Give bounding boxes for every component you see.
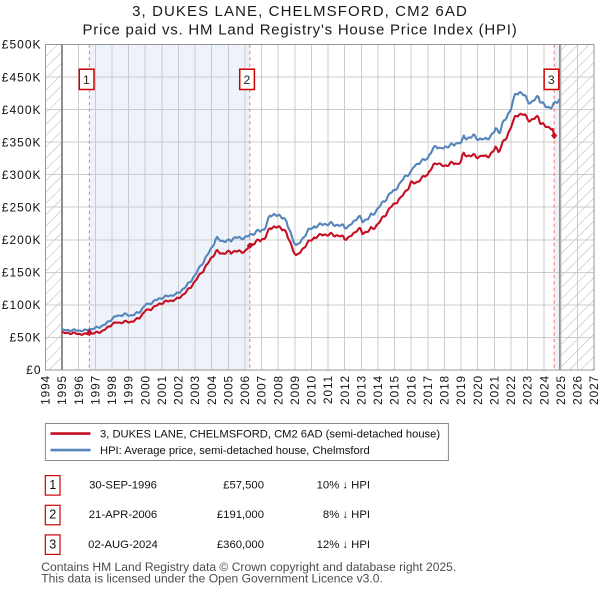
svg-text:2020: 2020: [471, 375, 485, 405]
svg-text:2014: 2014: [371, 375, 385, 405]
svg-text:3, DUKES LANE, CHELMSFORD, CM2: 3, DUKES LANE, CHELMSFORD, CM2 6AD: [132, 3, 468, 20]
svg-text:2018: 2018: [438, 375, 452, 405]
svg-text:£300K: £300K: [2, 168, 42, 182]
svg-text:1994: 1994: [39, 375, 53, 405]
svg-text:2001: 2001: [155, 375, 169, 405]
svg-text:HPI: Average price, semi-detac: HPI: Average price, semi-detached house,…: [100, 445, 370, 457]
svg-text:2007: 2007: [255, 375, 269, 405]
svg-text:Price paid vs. HM Land Registr: Price paid vs. HM Land Registry's House …: [83, 22, 518, 39]
svg-text:£400K: £400K: [2, 103, 42, 117]
svg-text:2004: 2004: [205, 375, 219, 405]
svg-text:2013: 2013: [355, 375, 369, 405]
svg-text:2027: 2027: [587, 375, 600, 405]
svg-text:2015: 2015: [388, 375, 402, 405]
svg-text:2019: 2019: [454, 375, 468, 405]
svg-text:2009: 2009: [288, 375, 302, 405]
svg-text:£150K: £150K: [2, 266, 42, 280]
svg-text:£500K: £500K: [2, 38, 42, 52]
svg-text:2022: 2022: [504, 375, 518, 405]
svg-text:£57,500: £57,500: [223, 480, 264, 492]
svg-text:2: 2: [49, 508, 56, 522]
svg-text:2005: 2005: [222, 375, 236, 405]
svg-text:£191,000: £191,000: [217, 509, 264, 521]
svg-text:2025: 2025: [554, 375, 568, 405]
svg-text:2000: 2000: [138, 375, 152, 405]
svg-text:£250K: £250K: [2, 200, 42, 214]
svg-text:£0: £0: [26, 363, 41, 377]
svg-text:2008: 2008: [271, 375, 285, 405]
svg-text:3, DUKES LANE, CHELMSFORD, CM2: 3, DUKES LANE, CHELMSFORD, CM2 6AD (semi…: [100, 429, 440, 441]
svg-text:£50K: £50K: [9, 331, 41, 345]
svg-text:1: 1: [49, 478, 56, 492]
svg-text:£100K: £100K: [2, 298, 42, 312]
svg-text:2021: 2021: [488, 375, 502, 405]
svg-text:2002: 2002: [172, 375, 186, 405]
svg-text:3: 3: [548, 73, 555, 87]
svg-text:2006: 2006: [238, 375, 252, 405]
svg-text:10% ↓ HPI: 10% ↓ HPI: [317, 480, 370, 492]
svg-text:£350K: £350K: [2, 135, 42, 149]
svg-text:1998: 1998: [105, 375, 119, 405]
svg-text:£360,000: £360,000: [217, 539, 264, 551]
svg-text:1996: 1996: [72, 375, 86, 405]
svg-text:1999: 1999: [122, 375, 136, 405]
svg-text:3: 3: [49, 537, 56, 551]
svg-text:Contains HM Land Registry data: Contains HM Land Registry data © Crown c…: [41, 560, 456, 574]
svg-text:2023: 2023: [521, 375, 535, 405]
svg-text:2: 2: [243, 73, 250, 87]
svg-text:30-SEP-1996: 30-SEP-1996: [89, 480, 157, 492]
svg-text:12% ↓ HPI: 12% ↓ HPI: [317, 539, 370, 551]
svg-text:£450K: £450K: [2, 70, 42, 84]
svg-text:2011: 2011: [321, 375, 335, 404]
svg-text:8% ↓ HPI: 8% ↓ HPI: [323, 509, 370, 521]
svg-text:1: 1: [83, 73, 90, 87]
svg-text:1997: 1997: [89, 375, 103, 405]
svg-text:£200K: £200K: [2, 233, 42, 247]
svg-text:2024: 2024: [537, 375, 551, 405]
svg-text:21-APR-2006: 21-APR-2006: [89, 509, 157, 521]
svg-text:2017: 2017: [421, 375, 435, 405]
svg-text:1995: 1995: [55, 375, 69, 405]
svg-text:2010: 2010: [305, 375, 319, 405]
svg-text:02-AUG-2024: 02-AUG-2024: [88, 539, 158, 551]
svg-text:This data is licensed under th: This data is licensed under the Open Gov…: [41, 571, 383, 585]
svg-text:2012: 2012: [338, 375, 352, 405]
svg-text:2026: 2026: [571, 375, 585, 405]
svg-text:2003: 2003: [188, 375, 202, 405]
svg-text:2016: 2016: [404, 375, 418, 405]
